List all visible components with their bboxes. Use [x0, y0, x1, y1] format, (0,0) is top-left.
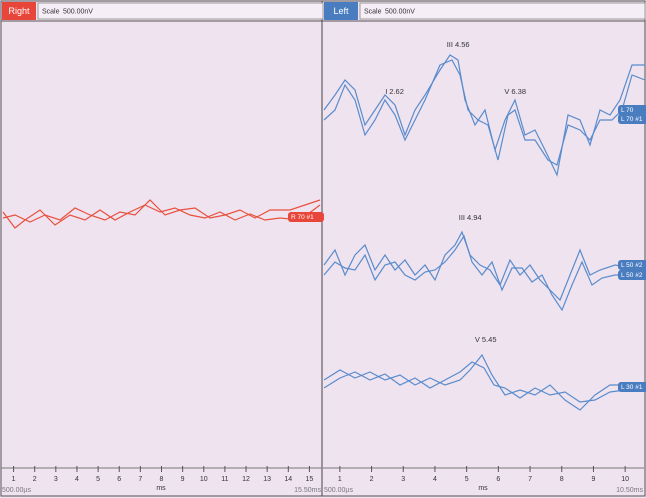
trace-tag: R 70 #1 [288, 212, 324, 222]
tag-badge [618, 260, 646, 270]
x-tick-label: 10 [621, 476, 629, 483]
x-tick-label: 4 [75, 476, 79, 483]
x-tick-label: 1 [12, 476, 16, 483]
scale-label: Scale [364, 8, 382, 15]
peak-name: III [459, 213, 465, 222]
peak-latency: 5.45 [482, 335, 497, 344]
x-tick-label: 3 [401, 476, 405, 483]
ear-label: Right [8, 6, 30, 16]
scale-box [359, 2, 646, 20]
x-tick-label: 7 [528, 476, 532, 483]
tag-badge [618, 105, 646, 115]
x-unit: ms [478, 485, 488, 492]
trace [323, 54, 645, 177]
peak-label: III 4.94 [459, 213, 482, 222]
scale-label: Scale [42, 8, 60, 15]
peak-latency: 2.62 [389, 87, 404, 96]
scale-value: 500.00nV [385, 8, 415, 15]
peak-name: V [504, 87, 509, 96]
x-tick-label: 10 [200, 476, 208, 483]
x-end: 10.50ms [616, 487, 643, 494]
tag-label: L 70 [621, 107, 634, 114]
trace [323, 361, 645, 403]
trace-tag: L 50 #2 [618, 270, 646, 280]
peak-latency: 4.56 [455, 40, 470, 49]
trace-tag: L 70 [618, 105, 646, 115]
x-tick-label: 5 [96, 476, 100, 483]
x-tick-label: 12 [242, 476, 250, 483]
x-tick-label: 7 [138, 476, 142, 483]
tag-badge [618, 382, 646, 392]
scale-value: 500.00nV [63, 8, 93, 15]
tag-label: R 70 #1 [291, 214, 314, 221]
x-tick-label: 8 [560, 476, 564, 483]
x-tick-label: 3 [54, 476, 58, 483]
x-tick-label: 2 [33, 476, 37, 483]
peak-name: III [447, 40, 453, 49]
tag-badge [618, 114, 646, 124]
x-tick-label: 6 [117, 476, 121, 483]
tag-label: L 50 #2 [621, 262, 643, 269]
x-tick-label: 14 [284, 476, 292, 483]
x-tick-label: 9 [181, 476, 185, 483]
peak-label: I 2.62 [385, 87, 404, 96]
trace-tag: L 30 #1 [618, 382, 646, 392]
x-tick-label: 2 [370, 476, 374, 483]
tag-badge [618, 270, 646, 280]
peak-name: V [475, 335, 480, 344]
x-start: 500.00µs [2, 487, 31, 494]
x-tick-label: 11 [221, 476, 228, 483]
peak-latency: 6.38 [511, 87, 526, 96]
peak-label: III 4.56 [447, 40, 470, 49]
tag-badge [288, 212, 324, 222]
x-tick-label: 5 [465, 476, 469, 483]
tag-label: L 70 #1 [621, 116, 643, 123]
x-tick-label: 15 [306, 476, 314, 483]
trace-tag: L 50 #2 [618, 260, 646, 270]
ear-badge [324, 2, 358, 20]
scale-box [37, 2, 324, 20]
peak-name: I [385, 87, 387, 96]
peak-latency: 4.94 [467, 213, 482, 222]
ear-badge [2, 2, 36, 20]
x-unit: ms [156, 485, 166, 492]
ear-label: Left [333, 6, 349, 16]
x-tick-label: 13 [263, 476, 271, 483]
trace [2, 199, 321, 223]
peak-label: V 5.45 [475, 335, 497, 344]
x-tick-label: 4 [433, 476, 437, 483]
x-tick-label: 6 [496, 476, 500, 483]
trace [323, 59, 646, 166]
x-start: 500.00µs [324, 487, 353, 494]
trace [323, 234, 645, 312]
x-tick-label: 1 [338, 476, 342, 483]
x-tick-label: 8 [160, 476, 164, 483]
trace-tag: L 70 #1 [618, 114, 646, 124]
x-tick-label: 9 [591, 476, 595, 483]
x-end: 15.50ms [294, 487, 321, 494]
peak-label: V 6.38 [504, 87, 526, 96]
tag-label: L 30 #1 [621, 384, 643, 391]
tag-label: L 50 #2 [621, 272, 643, 279]
trace [323, 353, 645, 411]
